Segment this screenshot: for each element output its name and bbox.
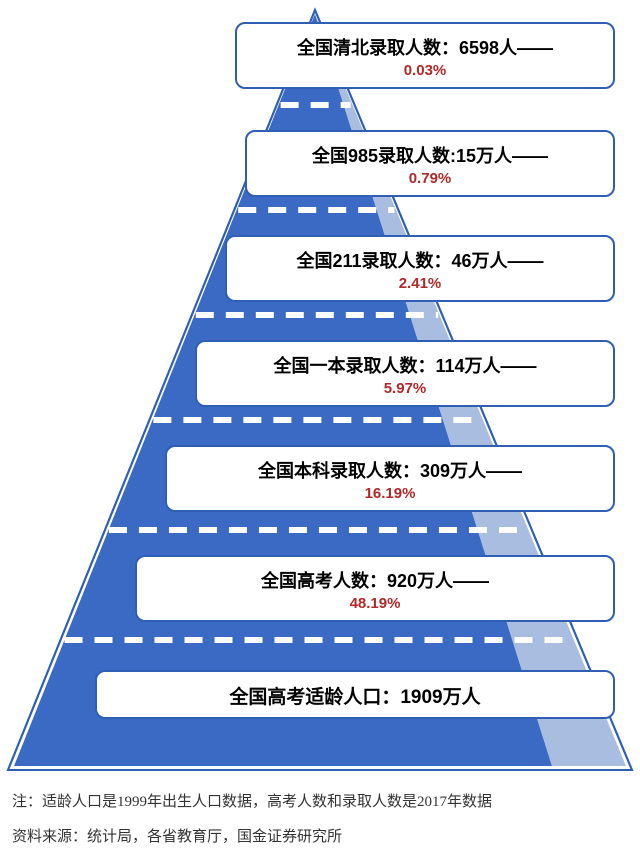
- level-percent: 0.03%: [251, 62, 599, 79]
- level-percent: 0.79%: [261, 170, 599, 187]
- level-percent: 16.19%: [181, 485, 599, 502]
- level-box-2: 全国211录取人数：46万人—— 2.41%: [225, 235, 615, 302]
- level-title: 全国211录取人数：46万人——: [241, 247, 599, 273]
- footnote-text: 注：适龄人口是1999年出生人口数据，高考人数和录取人数是2017年数据: [12, 792, 628, 813]
- level-title: 全国高考人数：920万人——: [151, 567, 599, 593]
- pyramid-chart: 全国清北录取人数：6598人—— 0.03% 全国985录取人数:15万人—— 0.7…: [0, 0, 640, 790]
- level-box-4: 全国本科录取人数：309万人—— 16.19%: [165, 445, 615, 512]
- level-box-6: 全国高考适龄人口：1909万人: [95, 670, 615, 719]
- level-box-5: 全国高考人数：920万人—— 48.19%: [135, 555, 615, 622]
- level-box-1: 全国985录取人数:15万人—— 0.79%: [245, 130, 615, 197]
- level-percent: 2.41%: [241, 275, 599, 292]
- level-title: 全国985录取人数:15万人——: [261, 142, 599, 168]
- source-text: 资料来源：统计局，各省教育厅，国金证券研究所: [12, 827, 628, 848]
- level-title: 全国一本录取人数：114万人——: [211, 352, 599, 378]
- footnotes: 注：适龄人口是1999年出生人口数据，高考人数和录取人数是2017年数据资料来源…: [0, 792, 640, 848]
- level-box-3: 全国一本录取人数：114万人—— 5.97%: [195, 340, 615, 407]
- level-title: 全国本科录取人数：309万人——: [181, 457, 599, 483]
- level-title: 全国清北录取人数：6598人——: [251, 34, 599, 60]
- level-title: 全国高考适龄人口：1909万人: [111, 682, 599, 709]
- level-box-0: 全国清北录取人数：6598人—— 0.03%: [235, 22, 615, 89]
- level-percent: 48.19%: [151, 595, 599, 612]
- level-percent: 5.97%: [211, 380, 599, 397]
